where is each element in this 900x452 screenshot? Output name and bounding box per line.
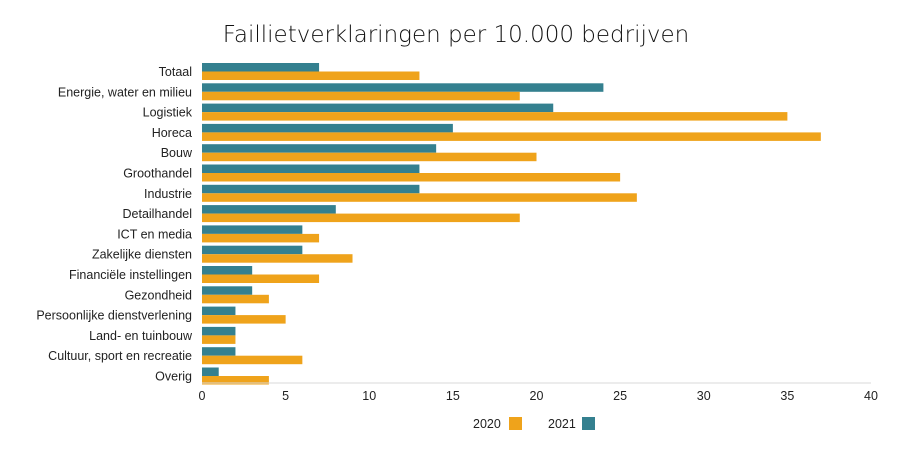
legend-swatch-2020 <box>509 417 522 430</box>
category-label: Land- en tuinbouw <box>89 329 193 343</box>
bar-2021-2 <box>202 104 553 113</box>
bar-2020-10 <box>202 275 319 284</box>
bar-2021-11 <box>202 286 252 295</box>
chart-title: Faillietverklaringen per 10.000 bedrijve… <box>223 22 689 48</box>
bars-layer <box>202 63 821 385</box>
bar-2020-1 <box>202 92 520 101</box>
bar-2021-8 <box>202 225 302 234</box>
bar-2021-1 <box>202 83 603 92</box>
x-tick-label: 40 <box>864 389 878 403</box>
bar-2021-15 <box>202 368 219 377</box>
bar-2021-10 <box>202 266 252 275</box>
category-label: Detailhandel <box>123 207 193 221</box>
x-tick-label: 20 <box>530 389 544 403</box>
bar-2020-6 <box>202 193 637 202</box>
bar-2021-7 <box>202 205 336 214</box>
category-labels: Totaal Energie, water en milieu Logistiek H… <box>36 65 193 384</box>
category-label: Groothandel <box>123 167 192 181</box>
x-axis-ticks: 0 5 10 15 20 25 30 35 40 <box>199 389 878 403</box>
category-label: Financiële instellingen <box>69 268 192 282</box>
bar-2021-5 <box>202 165 419 174</box>
category-label: Totaal <box>159 65 192 79</box>
bar-2021-14 <box>202 347 235 356</box>
bar-2020-3 <box>202 132 821 141</box>
category-label: Industrie <box>144 187 192 201</box>
bar-2021-4 <box>202 144 436 153</box>
bar-2020-12 <box>202 315 286 324</box>
bar-2020-14 <box>202 356 302 365</box>
category-label: Zakelijke diensten <box>92 248 192 262</box>
category-label: ICT en media <box>117 227 192 241</box>
x-tick-label: 30 <box>697 389 711 403</box>
x-tick-label: 25 <box>613 389 627 403</box>
legend-swatch-2021 <box>582 417 595 430</box>
legend-label-2020: 2020 <box>473 417 501 431</box>
bar-2020-4 <box>202 153 537 162</box>
bar-2020-0 <box>202 72 419 81</box>
category-label: Bouw <box>161 146 193 160</box>
bar-2021-12 <box>202 307 235 316</box>
bar-2020-11 <box>202 295 269 304</box>
x-tick-label: 0 <box>199 389 206 403</box>
bar-2020-13 <box>202 335 235 344</box>
category-label: Gezondheid <box>125 288 192 302</box>
category-label: Energie, water en milieu <box>58 85 192 99</box>
category-label: Logistiek <box>143 106 193 120</box>
x-tick-label: 35 <box>780 389 794 403</box>
category-label: Persoonlijke dienstverlening <box>36 309 192 323</box>
bar-2021-9 <box>202 246 302 255</box>
bar-2020-7 <box>202 214 520 223</box>
bar-2021-6 <box>202 185 419 194</box>
bar-2021-13 <box>202 327 235 336</box>
category-label: Cultuur, sport en recreatie <box>48 349 192 363</box>
bar-2021-0 <box>202 63 319 72</box>
x-tick-label: 5 <box>282 389 289 403</box>
bar-2020-5 <box>202 173 620 182</box>
bar-2020-8 <box>202 234 319 243</box>
bar-2020-2 <box>202 112 787 121</box>
legend-label-2021: 2021 <box>548 417 576 431</box>
x-tick-label: 10 <box>362 389 376 403</box>
legend: 2020 2021 <box>473 417 595 431</box>
bar-2020-9 <box>202 254 353 263</box>
category-label: Horeca <box>152 126 192 140</box>
bar-2021-3 <box>202 124 453 132</box>
category-label: Overig <box>155 370 192 384</box>
x-tick-label: 15 <box>446 389 460 403</box>
